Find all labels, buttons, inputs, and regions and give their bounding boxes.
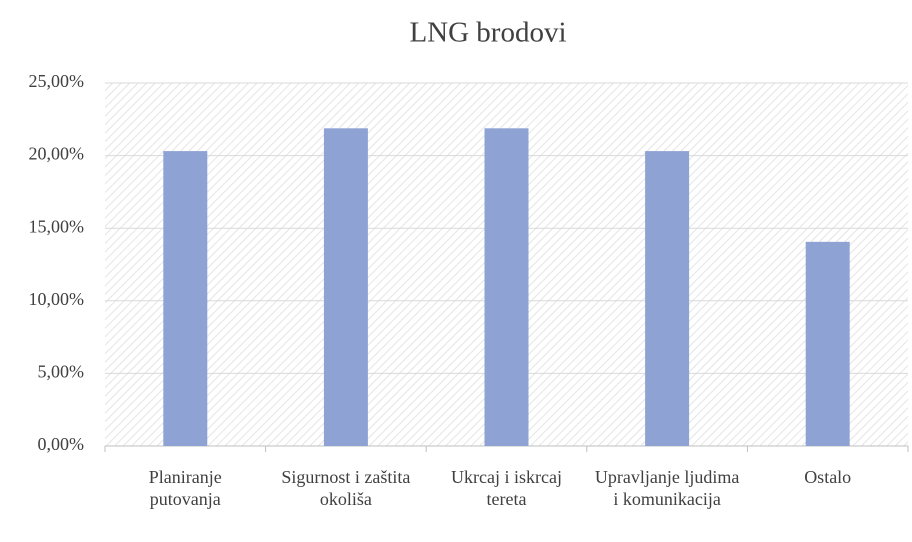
bar [484,128,529,446]
x-tick-label: Upravljanje ljudima i komunikacija [594,467,740,509]
y-tick-label: 15,00% [29,216,85,236]
y-tick-label: 20,00% [29,144,85,164]
bar [805,241,850,446]
x-tick-label: Ostalo [804,467,852,487]
bar [163,151,208,446]
chart-title: LNG brodovi [409,17,566,49]
x-tick-label: Sigurnost i zaštita okoliša [281,467,411,509]
y-tick-label: 0,00% [38,434,85,454]
y-tick-label: 10,00% [29,289,85,309]
x-tick-label: Ukrcaj i iskrcaj tereta [451,467,562,509]
bar [323,128,368,446]
y-tick-label: 25,00% [29,71,85,91]
x-tick-label: Planiranje putovanja [148,467,222,509]
bar [645,151,690,446]
y-tick-label: 5,00% [38,362,85,382]
